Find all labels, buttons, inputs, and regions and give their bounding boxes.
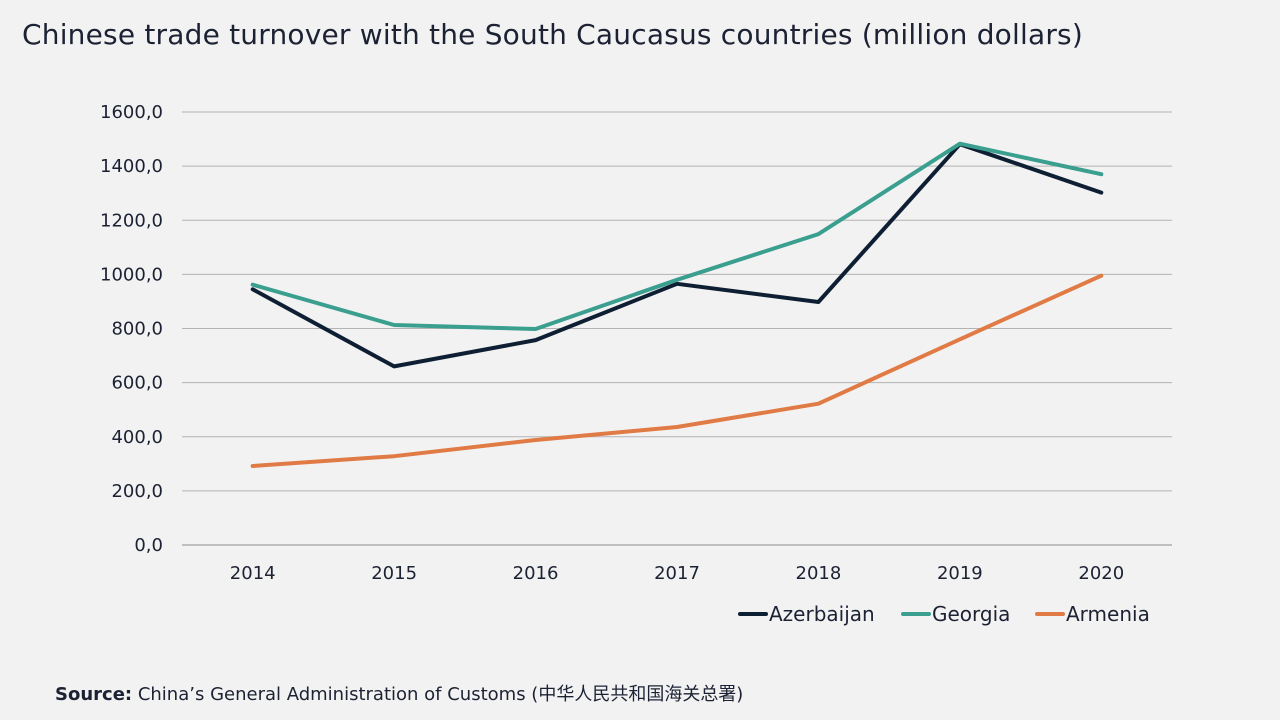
y-tick-label: 400,0	[111, 427, 163, 448]
source-note: Source: China’s General Administration o…	[55, 680, 743, 706]
y-tick-label: 200,0	[111, 481, 163, 502]
source-label: Source:	[55, 684, 133, 705]
y-tick-label: 800,0	[111, 319, 163, 340]
x-tick-label: 2020	[1078, 563, 1124, 584]
series-lines	[250, 141, 1104, 468]
x-tick-label: 2016	[513, 563, 559, 584]
chart-title: Chinese trade turnover with the South Ca…	[22, 18, 1083, 51]
y-tick-label: 1400,0	[100, 156, 163, 177]
y-tick-label: 1600,0	[100, 102, 163, 123]
source-text: China’s General Administration of Custom…	[132, 684, 744, 705]
y-tick-label: 1200,0	[100, 210, 163, 231]
series-line-georgia	[250, 141, 1104, 331]
legend-label-armenia: Armenia	[1066, 602, 1150, 626]
x-tick-label: 2018	[796, 563, 842, 584]
series-line-armenia	[250, 273, 1104, 468]
gridlines	[182, 111, 1172, 546]
x-tick-label: 2019	[937, 563, 983, 584]
legend-label-georgia: Georgia	[932, 602, 1010, 626]
y-tick-label: 1000,0	[100, 264, 163, 285]
x-tick-label: 2017	[654, 563, 700, 584]
y-tick-label: 0,0	[134, 535, 163, 556]
x-tick-label: 2014	[230, 563, 276, 584]
legend: Azerbaijan Georgia Armenia	[738, 602, 1150, 626]
y-tick-label: 600,0	[111, 373, 163, 394]
y-axis-ticks: 0,0 200,0 400,0 600,0 800,0 1000,0 1200,0 1400,…	[100, 102, 163, 556]
legend-label-azerbaijan: Azerbaijan	[769, 602, 875, 626]
x-axis-ticks: 2014 2015 2016 2017 2018 2019 2020	[230, 563, 1124, 584]
x-tick-label: 2015	[371, 563, 417, 584]
